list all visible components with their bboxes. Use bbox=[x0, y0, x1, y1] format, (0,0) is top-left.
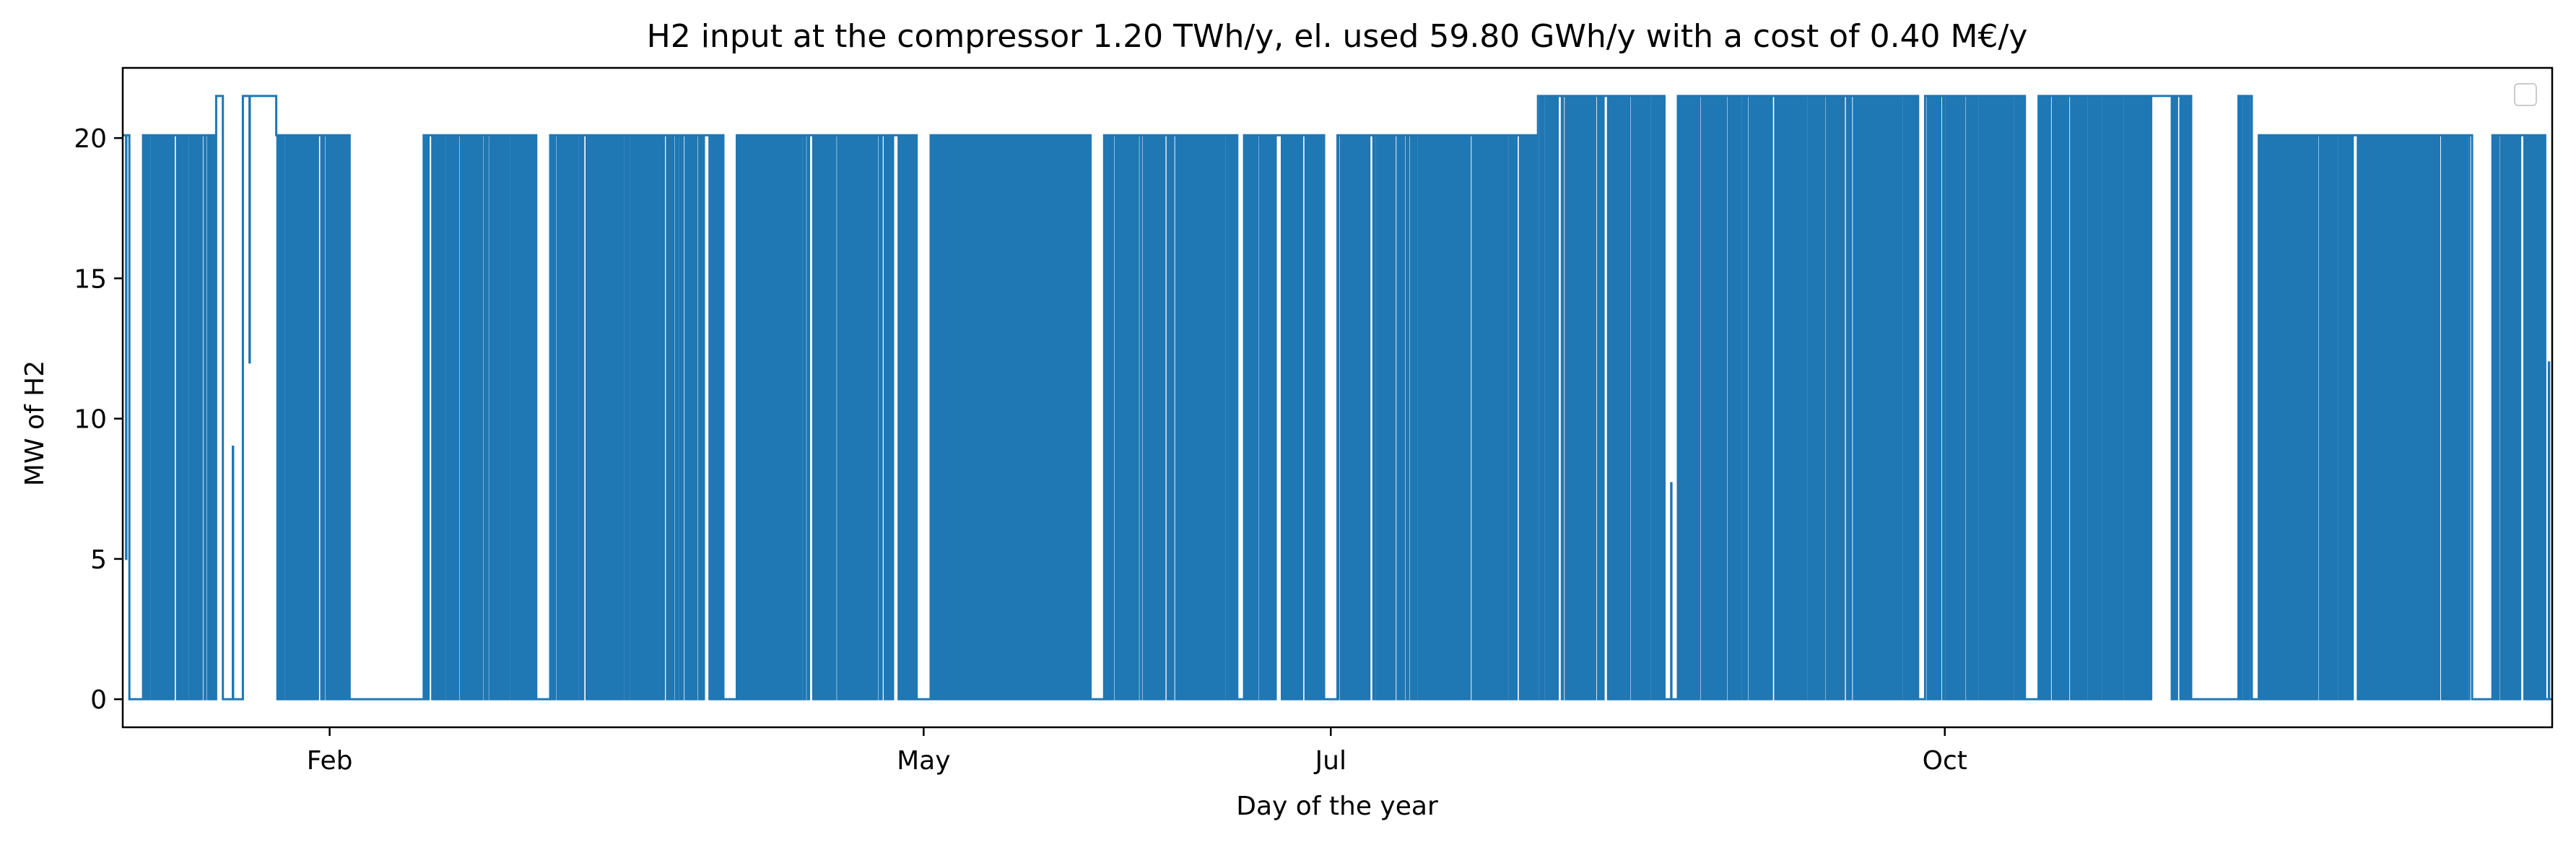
legend-box bbox=[2514, 83, 2537, 106]
series-layer bbox=[123, 95, 2552, 701]
x-axis-label: Day of the year bbox=[1236, 792, 1438, 821]
y-tick-label: 0 bbox=[90, 685, 107, 715]
series-line bbox=[123, 95, 2552, 701]
tick-layer: 0 5 10 15 20 Feb May Jul Oct bbox=[74, 124, 1967, 776]
x-tick-label: May bbox=[897, 746, 950, 776]
y-axis-label: MW of H2 bbox=[20, 360, 50, 486]
y-tick-label: 20 bbox=[74, 124, 107, 154]
plot-area-frame bbox=[121, 66, 2554, 729]
x-tick-label: Feb bbox=[307, 746, 353, 776]
y-tick-label: 5 bbox=[90, 545, 107, 575]
y-tick-label: 10 bbox=[74, 405, 107, 435]
x-tick-label: Jul bbox=[1314, 746, 1346, 776]
x-tick-label: Oct bbox=[1923, 746, 1967, 776]
y-tick-label: 15 bbox=[74, 264, 107, 294]
chart-title: H2 input at the compressor 1.20 TWh/y, e… bbox=[647, 18, 2028, 55]
